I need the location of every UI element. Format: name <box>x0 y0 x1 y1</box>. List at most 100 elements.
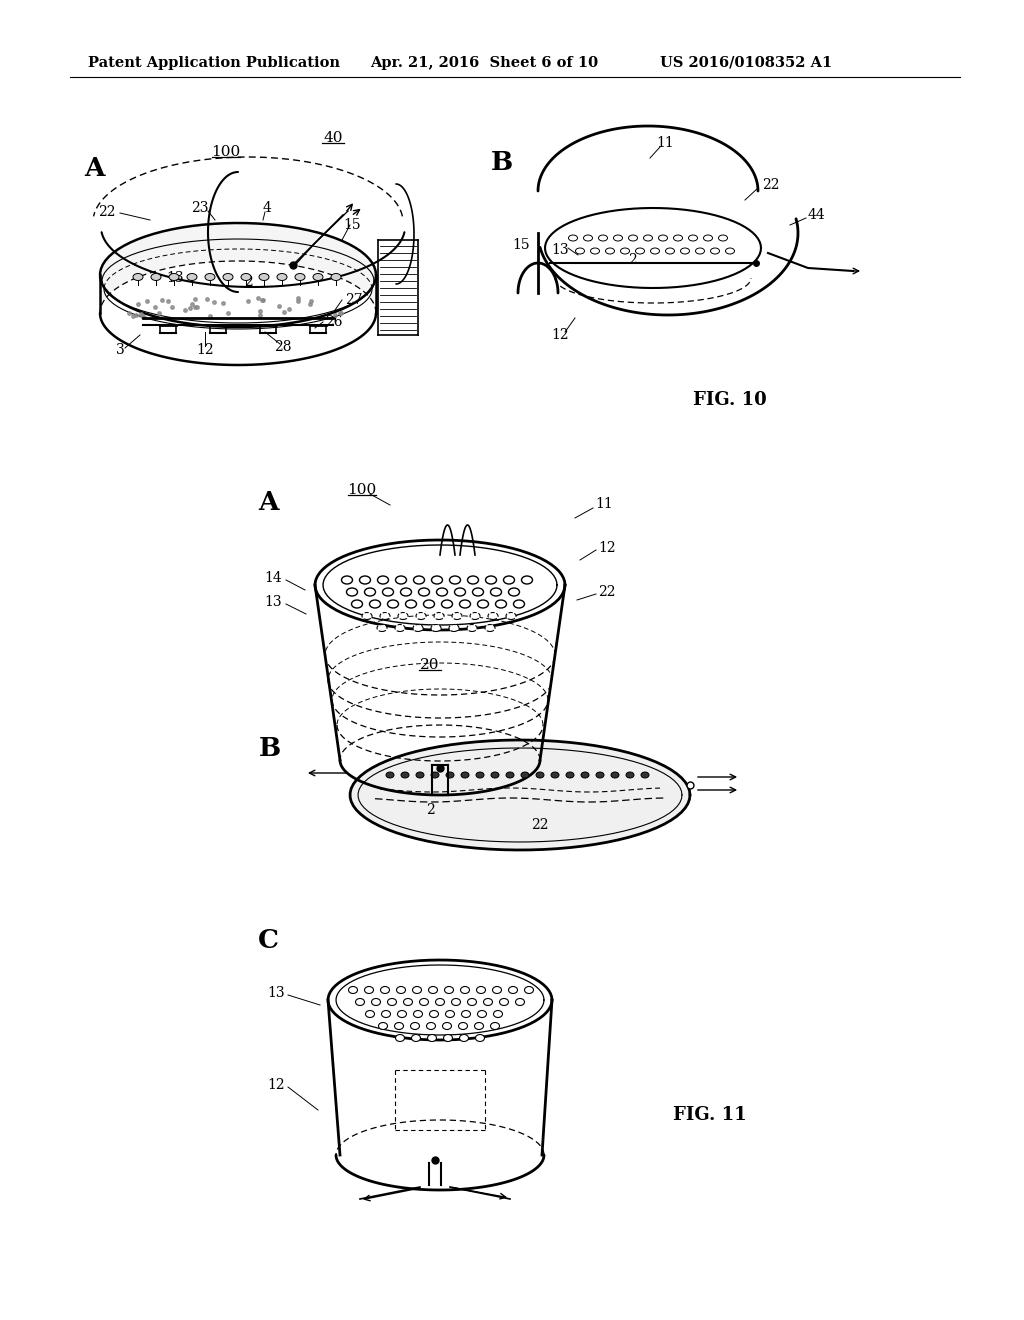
Ellipse shape <box>521 576 532 583</box>
Text: 12: 12 <box>267 1078 285 1092</box>
Ellipse shape <box>460 601 470 609</box>
Ellipse shape <box>383 587 393 597</box>
Ellipse shape <box>397 1011 407 1018</box>
Ellipse shape <box>460 1035 469 1041</box>
Ellipse shape <box>400 587 412 597</box>
Ellipse shape <box>629 235 638 242</box>
Text: 13: 13 <box>551 243 568 257</box>
Text: 12: 12 <box>197 343 214 356</box>
Ellipse shape <box>477 601 488 609</box>
Ellipse shape <box>506 612 516 619</box>
Ellipse shape <box>636 248 644 253</box>
Text: 100: 100 <box>347 483 377 498</box>
Ellipse shape <box>395 1035 404 1041</box>
Ellipse shape <box>658 235 668 242</box>
Ellipse shape <box>581 772 589 777</box>
Ellipse shape <box>470 612 480 619</box>
Text: 28: 28 <box>274 341 292 354</box>
Ellipse shape <box>613 235 623 242</box>
Ellipse shape <box>387 601 398 609</box>
Ellipse shape <box>476 986 485 994</box>
Ellipse shape <box>394 1023 403 1030</box>
Ellipse shape <box>496 601 507 609</box>
Ellipse shape <box>295 273 305 281</box>
Ellipse shape <box>703 235 713 242</box>
Ellipse shape <box>472 587 483 597</box>
Ellipse shape <box>382 1011 390 1018</box>
Ellipse shape <box>398 612 408 619</box>
Text: 22: 22 <box>98 205 116 219</box>
Ellipse shape <box>509 587 519 597</box>
Ellipse shape <box>411 1023 420 1030</box>
Ellipse shape <box>313 273 323 281</box>
Ellipse shape <box>626 772 634 777</box>
Ellipse shape <box>359 576 371 583</box>
Text: 13: 13 <box>267 986 285 1001</box>
Ellipse shape <box>414 1011 423 1018</box>
Ellipse shape <box>380 612 390 619</box>
Ellipse shape <box>477 1011 486 1018</box>
Text: 13: 13 <box>166 271 184 285</box>
Ellipse shape <box>452 612 462 619</box>
Text: 2: 2 <box>244 275 252 289</box>
Text: Patent Application Publication: Patent Application Publication <box>88 55 340 70</box>
Text: 11: 11 <box>595 498 612 511</box>
Ellipse shape <box>643 235 652 242</box>
Ellipse shape <box>205 273 215 281</box>
Ellipse shape <box>223 273 233 281</box>
Ellipse shape <box>711 248 720 253</box>
Ellipse shape <box>434 612 444 619</box>
Ellipse shape <box>596 772 604 777</box>
Ellipse shape <box>435 998 444 1006</box>
Ellipse shape <box>568 235 578 242</box>
Text: 23: 23 <box>191 201 209 215</box>
Ellipse shape <box>366 1011 375 1018</box>
Ellipse shape <box>591 248 599 253</box>
Ellipse shape <box>605 248 614 253</box>
Ellipse shape <box>377 624 387 631</box>
Ellipse shape <box>133 273 143 281</box>
Ellipse shape <box>428 986 437 994</box>
Ellipse shape <box>666 248 675 253</box>
Text: 14: 14 <box>264 572 282 585</box>
Ellipse shape <box>459 1023 468 1030</box>
Ellipse shape <box>474 1023 483 1030</box>
Ellipse shape <box>493 986 502 994</box>
Ellipse shape <box>414 576 425 583</box>
Ellipse shape <box>445 1011 455 1018</box>
Ellipse shape <box>278 273 287 281</box>
Ellipse shape <box>506 772 514 777</box>
Ellipse shape <box>494 1011 503 1018</box>
Ellipse shape <box>446 772 454 777</box>
Text: 20: 20 <box>420 657 439 672</box>
Ellipse shape <box>442 1023 452 1030</box>
Ellipse shape <box>566 772 574 777</box>
Ellipse shape <box>387 998 396 1006</box>
Text: 11: 11 <box>656 136 674 150</box>
Ellipse shape <box>431 576 442 583</box>
Ellipse shape <box>483 998 493 1006</box>
Ellipse shape <box>500 998 509 1006</box>
Text: 15: 15 <box>343 218 361 232</box>
Ellipse shape <box>436 587 447 597</box>
Text: 2: 2 <box>628 253 636 267</box>
Text: FIG. 10: FIG. 10 <box>693 391 767 409</box>
Polygon shape <box>350 741 690 850</box>
Ellipse shape <box>431 772 439 777</box>
Ellipse shape <box>169 273 179 281</box>
Ellipse shape <box>681 248 689 253</box>
Ellipse shape <box>513 601 524 609</box>
Text: 26: 26 <box>325 315 342 329</box>
Text: B: B <box>490 150 513 176</box>
Ellipse shape <box>695 248 705 253</box>
Ellipse shape <box>443 1035 453 1041</box>
Ellipse shape <box>688 235 697 242</box>
Text: 2: 2 <box>426 803 434 817</box>
Ellipse shape <box>386 772 394 777</box>
Ellipse shape <box>427 1023 435 1030</box>
Ellipse shape <box>341 576 352 583</box>
Ellipse shape <box>346 587 357 597</box>
Text: 12: 12 <box>551 327 568 342</box>
Text: FIG. 11: FIG. 11 <box>673 1106 746 1125</box>
Ellipse shape <box>467 624 477 631</box>
